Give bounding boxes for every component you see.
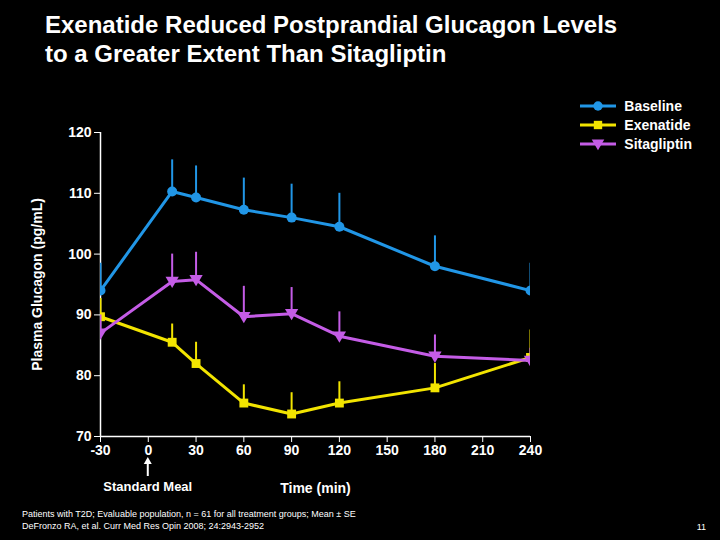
svg-text:Plasma Glucagon (pg/mL): Plasma Glucagon (pg/mL)	[29, 198, 45, 371]
svg-text:30: 30	[188, 442, 204, 458]
svg-text:100: 100	[68, 246, 92, 262]
svg-text:210: 210	[471, 442, 495, 458]
html-text:Patients with T2D; Evaluable p: Patients with T2D; Evaluable population,…	[22, 509, 356, 519]
svg-text:120: 120	[68, 124, 92, 140]
svg-text:0: 0	[144, 442, 152, 458]
svg-text:Standard Meal: Standard Meal	[103, 479, 192, 494]
svg-text:90: 90	[76, 306, 92, 322]
svg-text:150: 150	[375, 442, 399, 458]
html-text:DeFronzo RA, et al. Curr Med R: DeFronzo RA, et al. Curr Med Res Opin 20…	[22, 521, 265, 531]
svg-text:180: 180	[423, 442, 447, 458]
html-text:Baseline: Baseline	[624, 97, 682, 114]
svg-text:-30: -30	[90, 442, 110, 458]
svg-text:Time (min): Time (min)	[280, 480, 351, 496]
svg-text:70: 70	[76, 428, 92, 444]
svg-text:90: 90	[284, 442, 300, 458]
html-text:Exenatide Reduced Postprandial: Exenatide Reduced Postprandial Glucagon …	[45, 11, 618, 67]
html-text:Exenatide: Exenatide	[624, 116, 691, 133]
svg-text:80: 80	[76, 367, 92, 383]
svg-text:60: 60	[236, 442, 252, 458]
html-text:11: 11	[696, 522, 706, 532]
svg-text:240: 240	[519, 442, 543, 458]
svg-text:110: 110	[69, 185, 92, 201]
html-text:Sitagliptin: Sitagliptin	[624, 135, 692, 152]
svg-text:120: 120	[328, 442, 352, 458]
